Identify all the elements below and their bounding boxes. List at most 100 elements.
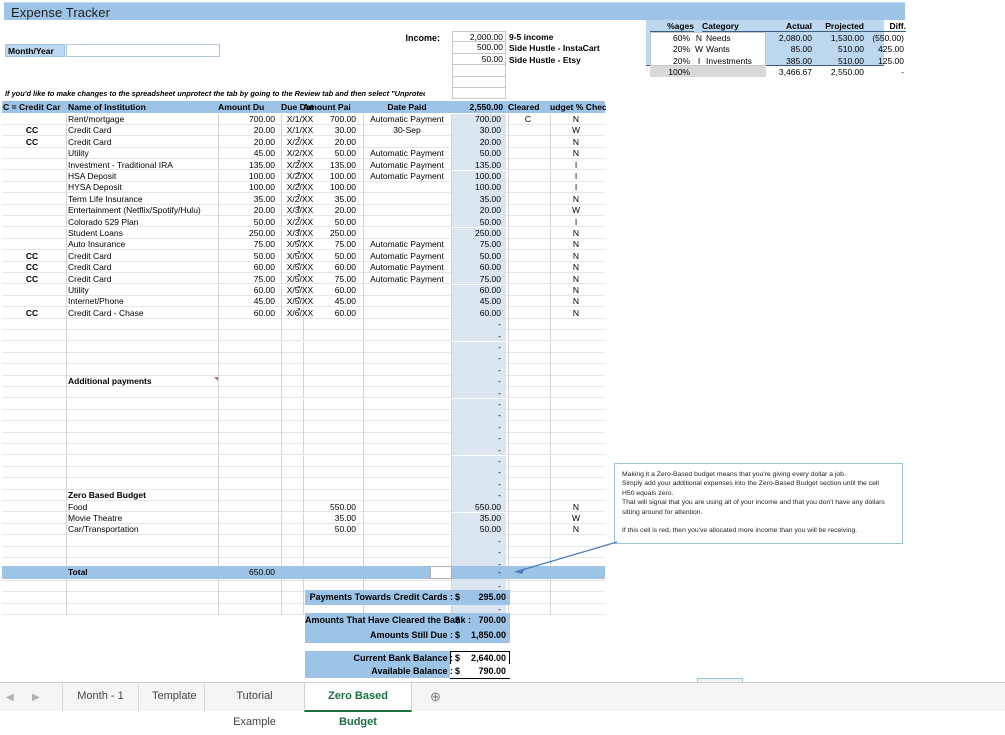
cell-cleared-amount: 700.00 xyxy=(475,114,501,124)
cell-date-paid: Automatic Payment xyxy=(370,159,444,170)
cell-cleared-amount: 135.00 xyxy=(475,159,501,170)
pct-category-1: Needs xyxy=(706,33,731,43)
cell-amount-due: 60.00 xyxy=(253,307,275,318)
cell-due-date: X/2/XX xyxy=(286,159,314,170)
expense-total-row: Total 650.00 - xyxy=(2,566,605,579)
pct-value-2: 20% xyxy=(672,44,690,55)
cell-comment-flag-icon xyxy=(297,194,300,198)
unprotect-note: If you'd like to make changes to the spr… xyxy=(5,89,425,98)
cell-cleared-amount: - xyxy=(498,387,501,398)
cell-institution: HSA Deposit xyxy=(68,171,117,181)
income-amount-5[interactable] xyxy=(452,76,506,88)
summary-value-3: 1,850.00 xyxy=(470,630,506,640)
cell-cleared-amount: 35.00 xyxy=(479,193,501,204)
summary-band xyxy=(305,590,510,605)
cell-budget-check: N xyxy=(572,273,580,284)
cell-amount-paid: 50.00 xyxy=(334,148,356,159)
cell-cleared-amount: - xyxy=(498,478,501,489)
cell-institution: Food xyxy=(68,501,88,512)
cell-institution: Investment - Traditional IRA xyxy=(68,159,173,170)
summary-label-4: Current Bank Balance : xyxy=(353,653,453,663)
sheet-nav-arrows[interactable]: ◀ ▶ xyxy=(6,690,58,706)
next-sheet-icon[interactable]: ▶ xyxy=(32,692,40,703)
pct-code-1: N xyxy=(695,33,703,43)
cell-amount-paid: 50.00 xyxy=(334,524,356,535)
cleared-band xyxy=(452,318,506,331)
cleared-band xyxy=(452,261,506,274)
sheet-tab-tutorial-example[interactable]: Tutorial Example xyxy=(204,683,304,728)
cell-amount-due: 60.00 xyxy=(253,285,275,295)
header-cleared-total: 2,550.00 xyxy=(469,102,503,112)
cleared-band xyxy=(452,136,506,148)
cleared-band xyxy=(452,124,506,137)
available-balance-box xyxy=(450,664,510,678)
cleared-band xyxy=(452,455,506,467)
cell-institution: HYSA Deposit xyxy=(68,182,122,193)
pct-header-1: %ages xyxy=(650,21,694,32)
cell-cleared-amount: 50.00 xyxy=(479,148,501,159)
cell-budget-check: N xyxy=(572,193,580,204)
income-amount-6[interactable] xyxy=(452,88,506,100)
summary-band xyxy=(305,628,510,643)
cell-cleared-amount: 250.00 xyxy=(475,228,501,238)
cell-comment-flag-icon xyxy=(297,285,300,289)
cell-institution: Credit Card xyxy=(68,136,112,147)
cell-amount-paid: 550.00 xyxy=(330,501,356,512)
cell-budget-check: W xyxy=(571,205,581,216)
income-amount-3[interactable]: 50.00 xyxy=(452,53,506,66)
cell-institution: Car/Transportation xyxy=(68,524,139,535)
sheet-tab-template[interactable]: Template xyxy=(138,683,204,712)
cleared-band xyxy=(452,181,506,194)
income-amount-1[interactable]: 2,000.00 xyxy=(452,31,506,43)
month-year-input[interactable] xyxy=(66,44,220,57)
cell-institution: Entertainment (Netflix/Spotify/Hulu) xyxy=(68,205,201,216)
pct-projected-3: 510.00 xyxy=(838,55,864,66)
income-source-2: Side Hustle - InstaCart xyxy=(509,43,600,54)
cell-cleared-amount: - xyxy=(498,535,501,546)
sheet-tab-zero-based-budget[interactable]: Zero Based Budget xyxy=(304,683,412,728)
income-amount-4[interactable] xyxy=(452,65,506,77)
cell-amount-paid: 75.00 xyxy=(334,273,356,284)
cell-credit-card-flag: CC xyxy=(25,273,39,284)
cleared-band xyxy=(452,421,506,433)
cell-comment-flag-icon xyxy=(297,217,300,221)
cell-cleared-amount: - xyxy=(498,604,501,615)
month-year-label: Month/Year xyxy=(5,44,65,57)
summary-label-1: Payments Towards Credit Cards : xyxy=(309,592,453,602)
cell-cleared-amount: 60.00 xyxy=(479,262,501,273)
cell-amount-paid: 100.00 xyxy=(330,182,356,193)
cell-date-paid: Automatic Payment xyxy=(370,148,444,159)
add-sheet-icon[interactable]: ⊕ xyxy=(430,689,441,704)
total-blank-cell[interactable] xyxy=(430,566,452,579)
cell-institution: Utility xyxy=(68,148,89,159)
cell-budget-check: W xyxy=(571,125,581,136)
prev-sheet-icon[interactable]: ◀ xyxy=(6,692,14,703)
pct-header-2: Category xyxy=(702,21,764,32)
cleared-band xyxy=(452,216,506,228)
cell-due-date: X/3/XX xyxy=(286,228,314,238)
sheet-tab-month-1[interactable]: Month - 1 xyxy=(62,683,138,712)
cell-amount-paid: 35.00 xyxy=(334,513,356,523)
cell-due-date: X/5/XX xyxy=(286,250,314,261)
cell-due-date: X/1/XX xyxy=(286,114,314,124)
cleared-band xyxy=(452,398,506,410)
cell-amount-due: 20.00 xyxy=(253,205,275,216)
cell-amount-due: 100.00 xyxy=(249,182,275,193)
cell-amount-due: 45.00 xyxy=(253,148,275,159)
summary-value-2: 700.00 xyxy=(478,615,506,625)
cell-institution: Movie Theatre xyxy=(68,513,123,523)
cleared-band xyxy=(452,307,506,319)
cell-amount-due: 75.00 xyxy=(253,239,275,250)
cell-budget-check: N xyxy=(572,262,580,273)
expense-table-header: C = Credit Car Name of Institution Amoun… xyxy=(2,101,606,113)
pct-code-2: W xyxy=(694,44,704,55)
cell-comment-flag-icon xyxy=(297,296,300,300)
cell-cleared-amount: - xyxy=(498,342,501,352)
callout-line-1: Making it a Zero-Based budget means that… xyxy=(622,471,846,478)
cell-budget-check: N xyxy=(572,148,580,159)
income-amount-2[interactable]: 500.00 xyxy=(452,42,506,54)
pct-value-3: 20% xyxy=(672,55,690,66)
cell-institution: Additional payments xyxy=(68,376,152,387)
cell-institution: Credit Card xyxy=(68,125,112,136)
cell-amount-paid: 60.00 xyxy=(334,307,356,318)
